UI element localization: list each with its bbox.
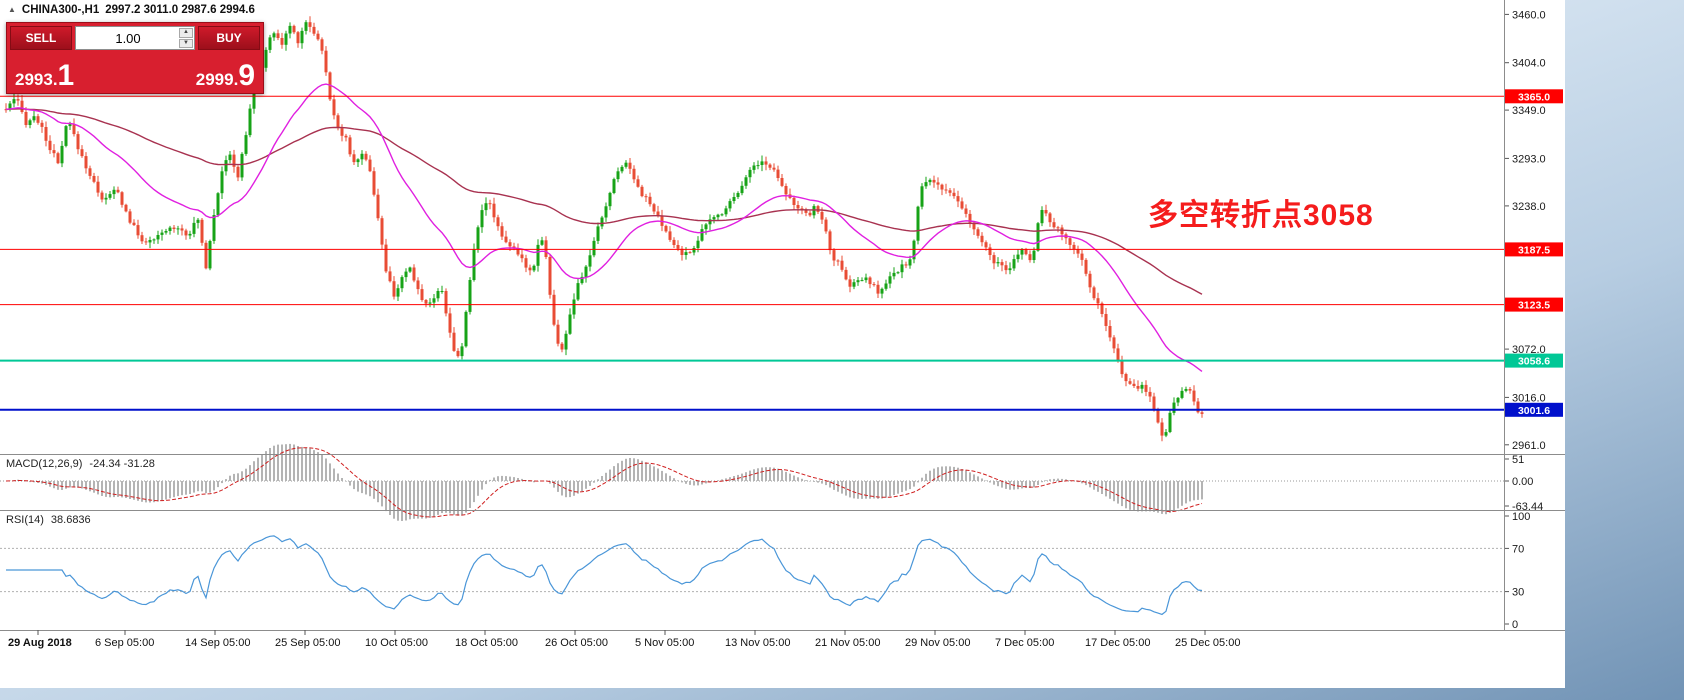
svg-text:3058.6: 3058.6 — [1518, 356, 1550, 368]
svg-text:2961.0: 2961.0 — [1512, 440, 1546, 452]
time-axis-label: 29 Aug 2018 — [8, 637, 72, 649]
svg-text:3238.0: 3238.0 — [1512, 201, 1546, 213]
svg-text:0: 0 — [1512, 619, 1518, 631]
symbol-header: ▲ CHINA300-,H1 2997.2 3011.0 2987.6 2994… — [8, 4, 255, 16]
svg-text:100: 100 — [1512, 511, 1530, 523]
symbol-name: CHINA300-,H1 — [21, 4, 100, 16]
sell-price-small: 2993. — [15, 70, 58, 89]
sell-price-big-digit: 1 — [57, 59, 75, 92]
svg-text:70: 70 — [1512, 543, 1524, 555]
time-axis-label: 17 Dec 05:00 — [1085, 637, 1150, 649]
macd-panel — [0, 443, 1504, 521]
svg-text:3293.0: 3293.0 — [1512, 153, 1546, 165]
macd-signal-line — [5, 447, 1203, 518]
svg-text:51: 51 — [1512, 454, 1524, 466]
svg-text:3460.0: 3460.0 — [1512, 9, 1546, 21]
ohlc-values: 2997.2 3011.0 2987.6 2994.6 — [105, 4, 255, 16]
time-axis-label: 21 Nov 05:00 — [815, 637, 880, 649]
svg-text:3365.0: 3365.0 — [1518, 91, 1550, 103]
trade-prices-row: 2993. 1 2999. 9 — [10, 50, 260, 92]
volume-value[interactable]: 1.00 — [115, 30, 141, 46]
svg-text:3349.0: 3349.0 — [1512, 105, 1546, 117]
rsi-current-value: 38.6836 — [50, 514, 91, 526]
time-axis-label: 7 Dec 05:00 — [995, 637, 1054, 649]
ma-fast-line — [5, 83, 1203, 372]
symbol-collapse-icon[interactable]: ▲ — [8, 4, 16, 14]
time-axis-label: 25 Sep 05:00 — [275, 637, 340, 649]
time-axis-label: 25 Dec 05:00 — [1175, 637, 1240, 649]
time-axis-label: 18 Oct 05:00 — [455, 637, 518, 649]
buy-button[interactable]: BUY — [198, 26, 260, 50]
level-price-badge — [1505, 242, 1563, 257]
macd-indicator-label: MACD(12,26,9) -24.34 -31.28 — [6, 458, 155, 470]
chart-annotation-text: 多空转折点3058 — [1148, 199, 1374, 232]
time-axis-label: 13 Nov 05:00 — [725, 637, 790, 649]
svg-text:3072.0: 3072.0 — [1512, 344, 1546, 356]
svg-text:0.00: 0.00 — [1512, 476, 1533, 488]
level-price-badge — [1505, 297, 1563, 312]
sell-price[interactable]: 2993. 1 — [15, 59, 75, 92]
level-price-badge — [1505, 353, 1563, 368]
price-chart-canvas[interactable]: 3460.03404.03349.03293.03238.03072.03016… — [0, 0, 1565, 689]
svg-text:3001.6: 3001.6 — [1518, 405, 1550, 417]
level-price-badge — [1505, 402, 1563, 417]
buy-price[interactable]: 2999. 9 — [195, 59, 255, 92]
svg-text:3016.0: 3016.0 — [1512, 392, 1546, 404]
rsi-name: RSI(14) — [6, 514, 44, 526]
time-axis-label: 6 Sep 05:00 — [95, 637, 154, 649]
svg-text:3187.5: 3187.5 — [1518, 244, 1550, 256]
one-click-trading-panel: SELL 1.00 ▲ ▼ BUY 2993. 1 2999. 9 — [6, 22, 264, 94]
volume-increase-icon[interactable]: ▲ — [179, 28, 193, 38]
time-axis-label: 29 Nov 05:00 — [905, 637, 970, 649]
level-price-badge — [1505, 89, 1563, 104]
volume-stepper[interactable]: 1.00 ▲ ▼ — [75, 26, 195, 50]
svg-text:3123.5: 3123.5 — [1518, 300, 1550, 312]
rsi-line — [6, 535, 1203, 616]
volume-decrease-icon[interactable]: ▼ — [179, 38, 193, 48]
sell-button[interactable]: SELL — [10, 26, 72, 50]
rsi-indicator-label: RSI(14) 38.6836 — [6, 514, 91, 526]
volume-spinner: ▲ ▼ — [179, 28, 193, 48]
time-axis-label: 5 Nov 05:00 — [635, 637, 694, 649]
buy-price-small: 2999. — [195, 70, 239, 89]
rsi-panel — [0, 535, 1504, 616]
macd-current-values: -24.34 -31.28 — [89, 458, 155, 470]
chart-window: 3460.0 3404.0 3349.0 3293.0 3238.0 3072.0 3016… — [0, 0, 1565, 689]
ma-slow-line — [5, 108, 1203, 295]
buy-price-big-digit: 9 — [238, 59, 255, 92]
time-axis-label: 26 Oct 05:00 — [545, 637, 608, 649]
macd-name: MACD(12,26,9) — [6, 458, 83, 470]
svg-text:3404.0: 3404.0 — [1512, 58, 1546, 70]
svg-text:30: 30 — [1512, 587, 1524, 599]
candles-layer — [4, 16, 1204, 442]
trade-buttons-row: SELL 1.00 ▲ ▼ BUY — [10, 26, 260, 50]
time-axis-label: 14 Sep 05:00 — [185, 637, 250, 649]
time-axis-label: 10 Oct 05:00 — [365, 637, 428, 649]
